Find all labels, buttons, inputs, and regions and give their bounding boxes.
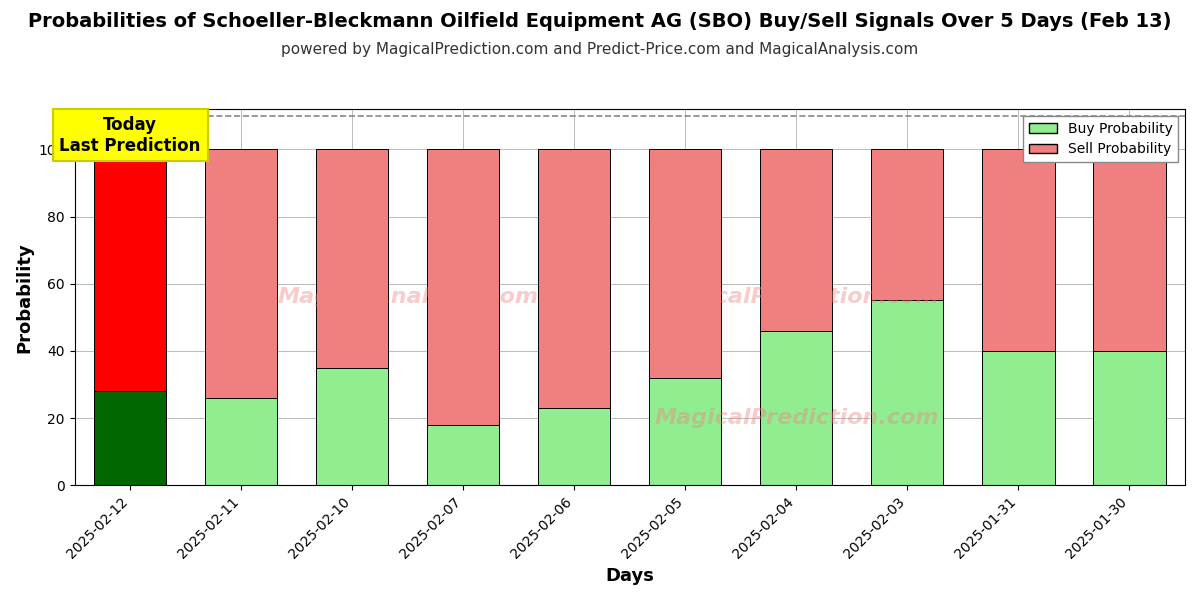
Bar [427,425,499,485]
Text: Probabilities of Schoeller-Bleckmann Oilfield Equipment AG (SBO) Buy/Sell Signal: Probabilities of Schoeller-Bleckmann Oil… [29,12,1171,31]
Bar [649,378,721,485]
Bar [427,149,499,425]
Bar [761,149,833,331]
Bar [871,149,943,301]
Bar [94,391,167,485]
Y-axis label: Probability: Probability [16,242,34,353]
Bar [983,351,1055,485]
Text: MagicalPrediction.com: MagicalPrediction.com [654,287,938,307]
Bar [761,331,833,485]
Bar [539,149,611,408]
Bar [205,398,277,485]
Bar [983,149,1055,351]
Text: powered by MagicalPrediction.com and Predict-Price.com and MagicalAnalysis.com: powered by MagicalPrediction.com and Pre… [281,42,919,57]
X-axis label: Days: Days [605,567,654,585]
Bar [205,149,277,398]
Bar [871,301,943,485]
Bar [94,149,167,391]
Text: MagicalAnalysis.com: MagicalAnalysis.com [277,287,539,307]
Bar [649,149,721,378]
Legend: Buy Probability, Sell Probability: Buy Probability, Sell Probability [1024,116,1178,162]
Bar [1093,351,1165,485]
Bar [539,408,611,485]
Bar [1093,149,1165,351]
Text: MagicalPrediction.com: MagicalPrediction.com [654,407,938,428]
Bar [316,368,389,485]
Text: Today
Last Prediction: Today Last Prediction [60,116,200,155]
Bar [316,149,389,368]
